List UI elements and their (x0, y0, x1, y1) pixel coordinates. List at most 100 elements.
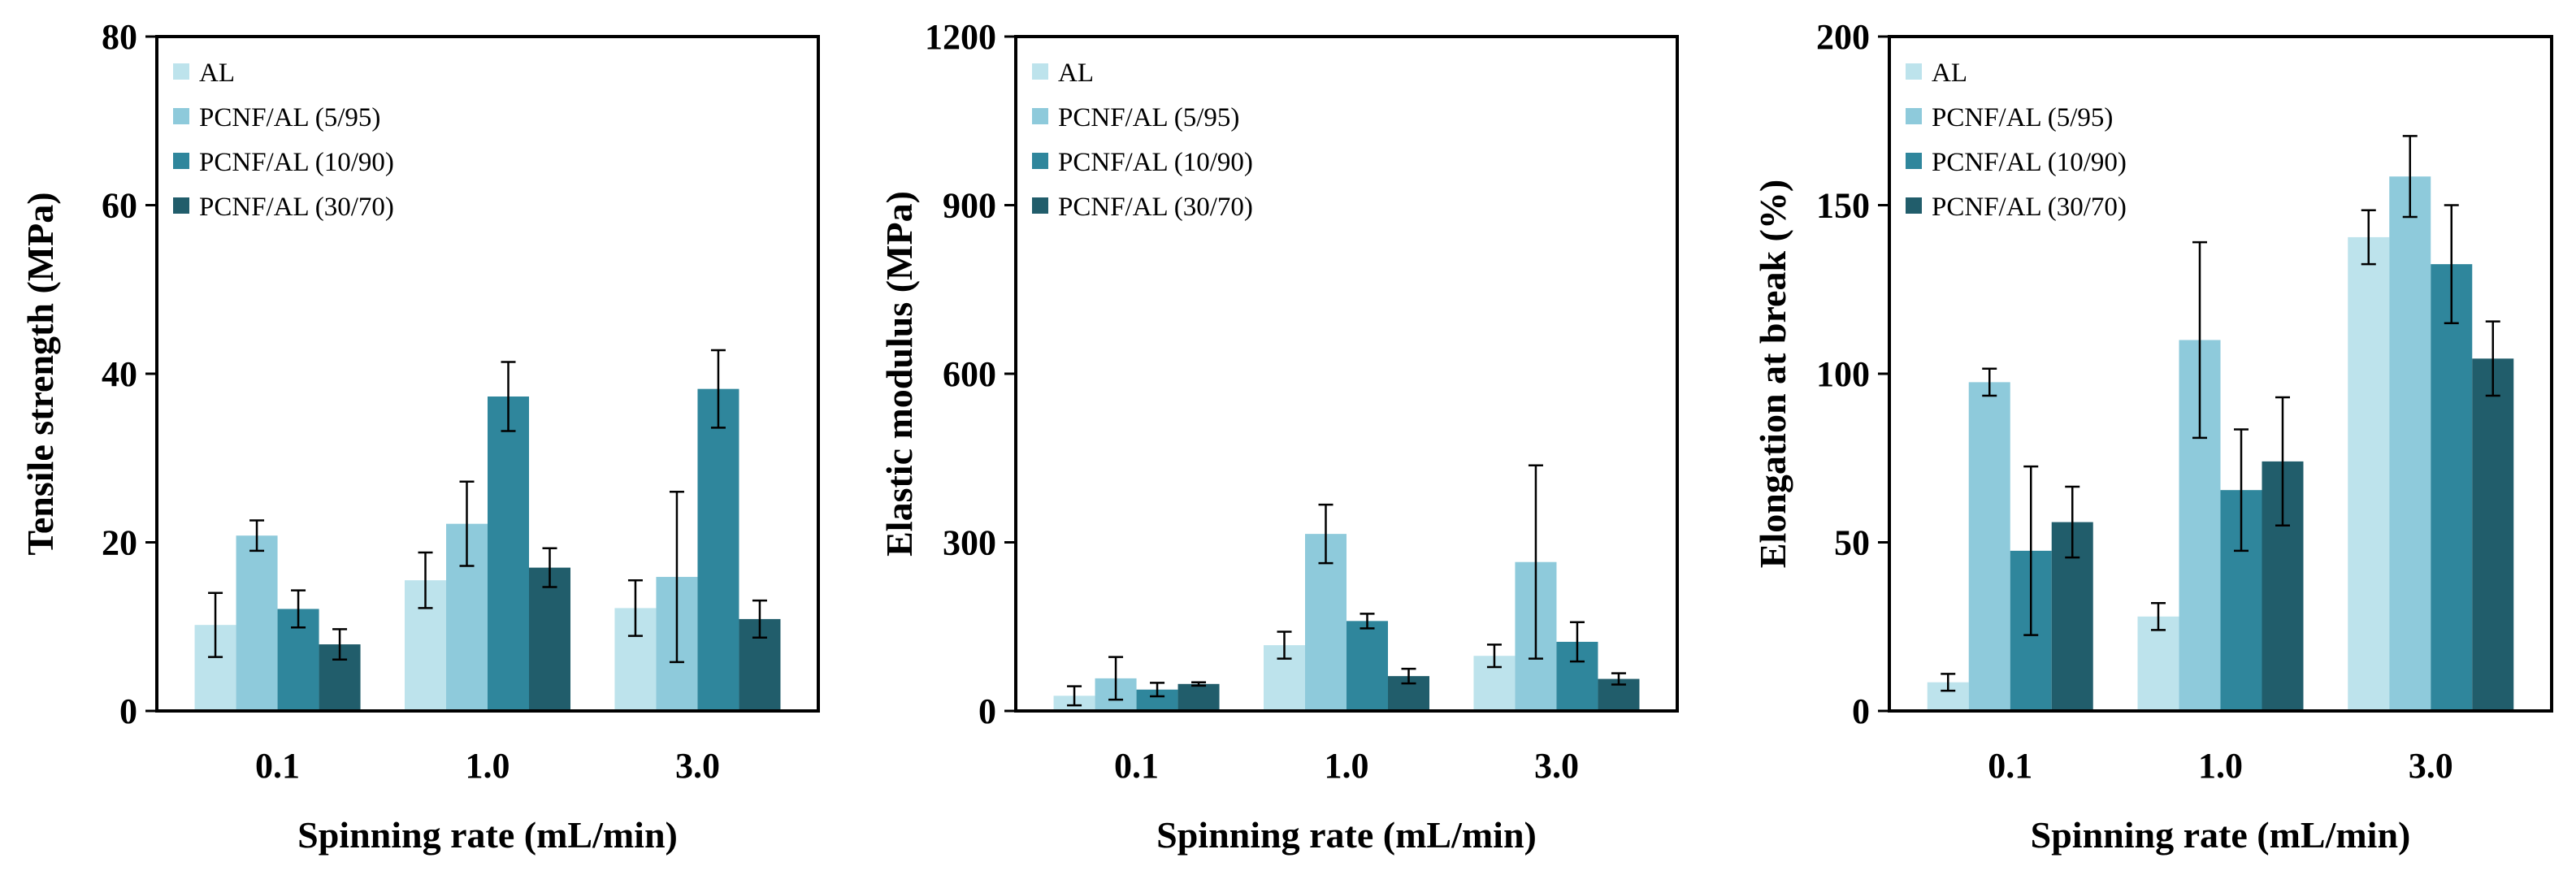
legend-label-4: PCNF/AL (30/70) (199, 193, 394, 222)
x-tick-label: 3.0 (2409, 746, 2453, 786)
legend-label-1: AL (199, 58, 235, 88)
y-tick-label: 0 (119, 691, 137, 731)
error-bar-1-s2-c3 (669, 491, 684, 664)
legend-label-2: PCNF/AL (5/95) (199, 103, 380, 132)
error-bar-2-s3-c2 (1360, 613, 1375, 630)
legend-label-1: AL (1058, 58, 1094, 88)
legend-swatch-4 (173, 197, 189, 214)
bar-1-s3-c3 (697, 388, 739, 711)
legend-swatch-3 (173, 153, 189, 169)
error-bar-2-s4-c1 (1191, 681, 1207, 687)
bar-3-s4-c3 (2472, 358, 2514, 711)
error-bar-2-s4-c2 (1401, 667, 1416, 685)
bar-3-s3-c3 (2431, 264, 2473, 711)
error-bar-3-s2-c2 (2192, 240, 2207, 440)
y-tick-label: 60 (102, 186, 137, 226)
x-tick-label: 3.0 (1534, 746, 1579, 786)
bar-1-s3-c2 (488, 396, 529, 711)
legend-swatch-1 (1906, 63, 1922, 80)
bar-3-s2-c3 (2389, 176, 2431, 712)
y-tick-label: 20 (102, 523, 137, 563)
bar-1-s2-c1 (236, 535, 278, 711)
legend-label-2: PCNF/AL (5/95) (1058, 103, 1239, 132)
legend-label-2: PCNF/AL (5/95) (1932, 103, 2113, 132)
bar-1-s4-c2 (529, 567, 570, 711)
chart-panel-3: 0 50 100 150 200 0.1 1.0 3.0 Spinning rate (mL/m… (1752, 17, 2553, 856)
error-bar-1-s4-c3 (752, 599, 767, 639)
error-bar-3-s4-c2 (2275, 396, 2290, 526)
y-tick-label: 600 (943, 354, 996, 394)
error-bar-3-s3-c3 (2444, 204, 2459, 324)
error-bar-1-s4-c2 (542, 547, 557, 588)
error-bar-1-s1-c1 (208, 592, 223, 658)
legend-swatch-1 (173, 63, 189, 80)
bar-3-s1-c2 (2137, 616, 2179, 711)
error-bar-2-s2-c2 (1318, 503, 1334, 565)
error-bar-1-s1-c2 (418, 551, 433, 609)
legend-swatch-1 (1032, 63, 1048, 80)
error-bar-3-s2-c1 (1982, 367, 1997, 397)
x-tick-label: 0.1 (1114, 746, 1159, 786)
x-tick-label: 1.0 (466, 746, 510, 786)
x-tick-label: 0.1 (1988, 746, 2032, 786)
error-bar-1-s2-c2 (459, 480, 475, 567)
bar-3-s2-c1 (1968, 382, 2010, 711)
legend-label-1: AL (1932, 58, 1967, 88)
chart-panel-1: 0 20 40 60 80 0.1 1.0 3.0 Spinning rate (mL/min)… (20, 17, 820, 856)
error-bar-2-s2-c3 (1528, 464, 1543, 660)
x-axis-label: Spinning rate (mL/min) (1156, 814, 1537, 856)
x-axis-label: Spinning rate (mL/min) (2031, 814, 2411, 856)
legend-swatch-3 (1032, 153, 1048, 169)
error-bar-1-s3-c1 (291, 589, 306, 629)
legend-label-4: PCNF/AL (30/70) (1932, 193, 2127, 222)
legend-label-4: PCNF/AL (30/70) (1058, 193, 1253, 222)
y-tick-label: 80 (102, 17, 137, 57)
error-bar-1-s1-c3 (627, 578, 643, 637)
y-tick-label: 40 (102, 354, 137, 394)
error-bar-3-s2-c3 (2402, 135, 2418, 219)
legend-label-3: PCNF/AL (10/90) (1058, 148, 1253, 177)
bar-2-s4-c1 (1177, 683, 1220, 711)
error-bar-3-s4-c3 (2485, 320, 2500, 397)
error-bar-3-s1-c1 (1941, 673, 1956, 692)
legend-swatch-2 (173, 108, 189, 124)
legend-swatch-4 (1906, 197, 1922, 214)
error-bar-3-s4-c1 (2065, 485, 2080, 559)
y-tick-label: 150 (1816, 186, 1870, 226)
error-bar-2-s3-c3 (1569, 621, 1585, 663)
y-axis-label: Elastic modulus (MPa) (878, 191, 920, 557)
error-bar-2-s1-c3 (1486, 644, 1502, 669)
error-bar-1-s3-c3 (710, 349, 726, 429)
legend-swatch-2 (1032, 108, 1048, 124)
x-axis-label: Spinning rate (mL/min) (297, 814, 678, 856)
x-tick-label: 1.0 (2198, 746, 2243, 786)
error-bar-3-s1-c2 (2151, 601, 2166, 631)
error-bar-1-s2-c1 (249, 519, 265, 552)
y-tick-label: 200 (1816, 17, 1870, 57)
error-bar-2-s2-c1 (1108, 656, 1124, 701)
error-bar-1-s3-c2 (501, 361, 516, 432)
y-tick-label: 0 (978, 691, 996, 731)
error-bar-2-s4-c3 (1611, 672, 1626, 686)
legend-swatch-3 (1906, 153, 1922, 169)
x-tick-label: 1.0 (1325, 746, 1369, 786)
error-bar-2-s3-c1 (1150, 682, 1165, 698)
bar-3-s1-c3 (2348, 236, 2390, 711)
error-bar-2-s1-c2 (1277, 630, 1292, 660)
x-tick-label: 0.1 (255, 746, 300, 786)
error-bar-3-s3-c2 (2234, 428, 2249, 552)
y-axis-label: Tensile strength (MPa) (20, 192, 61, 555)
error-bar-3-s1-c3 (2361, 209, 2376, 266)
legend-label-3: PCNF/AL (10/90) (199, 148, 394, 177)
y-tick-label: 100 (1816, 354, 1870, 394)
bar-2-s3-c2 (1347, 621, 1388, 711)
y-tick-label: 300 (943, 523, 996, 563)
error-bar-1-s4-c1 (332, 628, 348, 661)
legend-swatch-2 (1906, 108, 1922, 124)
legend-label-3: PCNF/AL (10/90) (1932, 148, 2127, 177)
error-bar-3-s3-c1 (2023, 465, 2039, 636)
chart-panel-2: 0 300 600 900 1200 0.1 1.0 3.0 Spinning rate (mL… (878, 17, 1679, 856)
y-tick-label: 50 (1834, 523, 1870, 563)
y-axis-label: Elongation at break (%) (1752, 180, 1793, 568)
